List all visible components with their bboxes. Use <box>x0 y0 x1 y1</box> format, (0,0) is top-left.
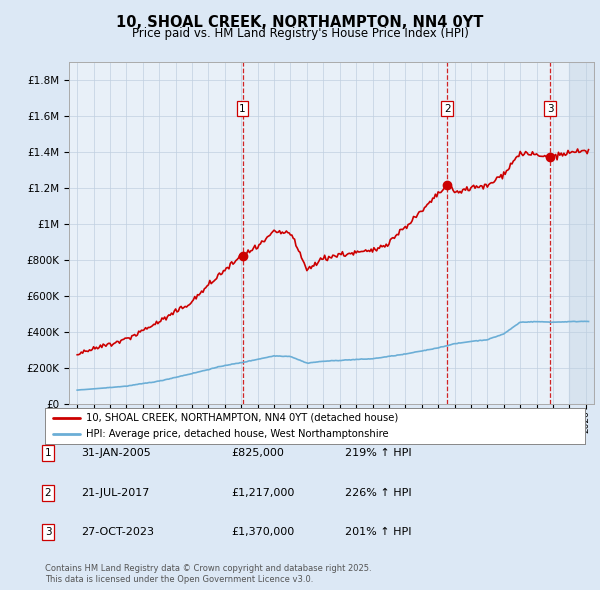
Text: 201% ↑ HPI: 201% ↑ HPI <box>345 527 412 537</box>
Text: 219% ↑ HPI: 219% ↑ HPI <box>345 448 412 458</box>
Text: £1,370,000: £1,370,000 <box>231 527 294 537</box>
Bar <box>569 62 594 404</box>
Text: HPI: Average price, detached house, West Northamptonshire: HPI: Average price, detached house, West… <box>86 429 388 439</box>
Text: 31-JAN-2005: 31-JAN-2005 <box>81 448 151 458</box>
Text: 2: 2 <box>44 488 52 497</box>
Text: 1: 1 <box>44 448 52 458</box>
Text: 3: 3 <box>44 527 52 537</box>
Text: 3: 3 <box>547 104 553 114</box>
Text: Contains HM Land Registry data © Crown copyright and database right 2025.: Contains HM Land Registry data © Crown c… <box>45 565 371 573</box>
Text: £825,000: £825,000 <box>231 448 284 458</box>
Text: 27-OCT-2023: 27-OCT-2023 <box>81 527 154 537</box>
Text: £1,217,000: £1,217,000 <box>231 488 295 497</box>
Text: 226% ↑ HPI: 226% ↑ HPI <box>345 488 412 497</box>
Text: 21-JUL-2017: 21-JUL-2017 <box>81 488 149 497</box>
Text: 1: 1 <box>239 104 246 114</box>
Text: This data is licensed under the Open Government Licence v3.0.: This data is licensed under the Open Gov… <box>45 575 313 584</box>
Text: Price paid vs. HM Land Registry's House Price Index (HPI): Price paid vs. HM Land Registry's House … <box>131 27 469 40</box>
Text: 10, SHOAL CREEK, NORTHAMPTON, NN4 0YT: 10, SHOAL CREEK, NORTHAMPTON, NN4 0YT <box>116 15 484 30</box>
Text: 10, SHOAL CREEK, NORTHAMPTON, NN4 0YT (detached house): 10, SHOAL CREEK, NORTHAMPTON, NN4 0YT (d… <box>86 413 398 423</box>
Text: 2: 2 <box>444 104 451 114</box>
